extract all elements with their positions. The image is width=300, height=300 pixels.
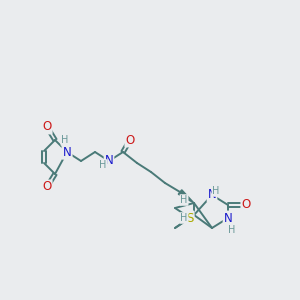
Polygon shape: [178, 190, 194, 203]
Text: N: N: [63, 146, 71, 158]
Text: H: H: [99, 160, 107, 170]
Text: N: N: [224, 212, 232, 224]
Text: H: H: [228, 225, 236, 235]
Text: N: N: [105, 154, 113, 167]
Text: O: O: [42, 121, 52, 134]
Text: N: N: [63, 146, 71, 158]
Text: H: H: [180, 195, 188, 205]
Text: H: H: [212, 186, 220, 196]
Text: O: O: [242, 199, 250, 212]
Text: H: H: [180, 213, 188, 223]
Text: O: O: [125, 134, 135, 146]
Text: N: N: [208, 188, 216, 202]
Text: O: O: [42, 181, 52, 194]
Text: S: S: [186, 212, 194, 224]
Text: H: H: [61, 135, 69, 145]
